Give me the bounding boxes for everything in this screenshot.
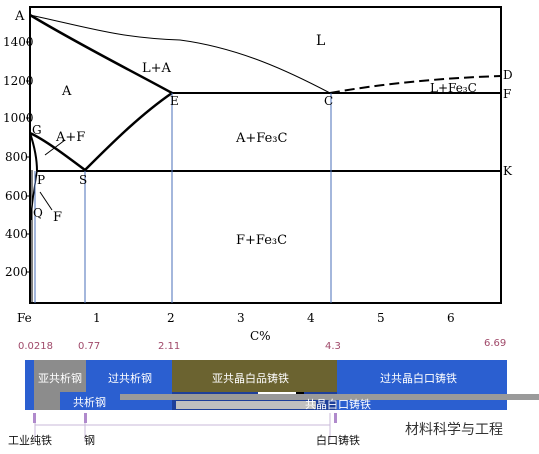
bar-label-hypereutectic: 过共晶白口铸铁: [380, 371, 457, 385]
phase-a-plus-f: A+F: [55, 130, 85, 145]
bar-label-eutectic: 共晶白口铸铁: [305, 397, 371, 411]
point-labels: A D E C F G P S K Q: [14, 9, 513, 220]
y-tick-1400: 1400: [3, 35, 34, 49]
phase-lines: [30, 15, 501, 303]
line-gp: [30, 133, 37, 171]
category-pure-iron: 工业纯铁: [8, 434, 52, 447]
point-e: E: [170, 94, 179, 108]
point-c: C: [324, 94, 333, 108]
bar-label-hypereutectoid: 过共析钢: [108, 371, 152, 385]
point-g: G: [32, 123, 42, 137]
range-markers: [33, 413, 337, 423]
mark-0218: 0.0218: [18, 341, 53, 352]
solidus-ae: [30, 15, 172, 93]
category-labels: 工业纯铁 钢 白口铸铁: [8, 433, 360, 447]
category-steel: 钢: [84, 434, 95, 447]
x-tick-3: 3: [237, 311, 245, 325]
point-d: D: [503, 68, 513, 82]
y-tick-200: 200: [5, 265, 28, 279]
phase-f-plus-fe3c: F+Fe₃C: [236, 233, 287, 248]
point-a: A: [14, 9, 25, 24]
bar-label-hypoeutectoid: 亚共析钢: [38, 371, 82, 385]
x-tick-fe: Fe: [17, 311, 32, 325]
mark-669: 6.69: [484, 338, 506, 349]
bar-label-hypoeutectic: 亚共晶白品铸铁: [212, 371, 289, 385]
watermark-text: 材料科学与工程: [405, 422, 503, 438]
phase-liquid: L: [316, 33, 325, 49]
phase-a-plus-fe3c: A+Fe₃C: [235, 131, 287, 146]
point-f: F: [503, 87, 511, 101]
x-tick-labels: Fe 1 2 3 4 5 6: [17, 311, 455, 325]
point-s: S: [79, 173, 87, 187]
x-tick-4: 4: [307, 311, 315, 325]
classification-bar: 亚共析钢 过共析钢 亚共晶白品铸铁 过共晶白口铸铁 共析钢 共晶白口铸铁: [25, 360, 539, 411]
x-tick-2: 2: [167, 311, 175, 325]
bar-label-eutectoid: 共析钢: [73, 395, 106, 409]
x-axis-title: C%: [250, 329, 271, 343]
phase-ferrite: F: [53, 210, 62, 225]
point-k: K: [503, 164, 513, 178]
phase-l-plus-fe3c: L+Fe₃C: [430, 81, 477, 95]
x-tick-6: 6: [447, 311, 455, 325]
mark-077: 0.77: [78, 341, 100, 352]
composition-lines: [35, 93, 331, 303]
line-es: [85, 93, 172, 170]
y-tick-1200: 1200: [3, 74, 34, 88]
y-tick-1000: 1000: [3, 111, 34, 125]
mark-43: 4.3: [325, 341, 341, 352]
mark-211: 2.11: [158, 341, 180, 352]
phase-l-plus-a: L+A: [142, 61, 172, 76]
phase-austenite: A: [61, 84, 72, 99]
x-tick-5: 5: [377, 311, 385, 325]
y-tick-800: 800: [5, 150, 28, 164]
liquidus-ac: [30, 15, 330, 93]
category-white-cast-iron: 白口铸铁: [316, 433, 360, 447]
x-tick-1: 1: [93, 311, 101, 325]
range-indicators: [35, 413, 330, 440]
point-q: Q: [33, 206, 43, 220]
point-p: P: [37, 173, 45, 187]
y-tick-400: 400: [5, 227, 28, 241]
y-tick-600: 600: [5, 189, 28, 203]
bar-light-strip: [176, 401, 316, 409]
